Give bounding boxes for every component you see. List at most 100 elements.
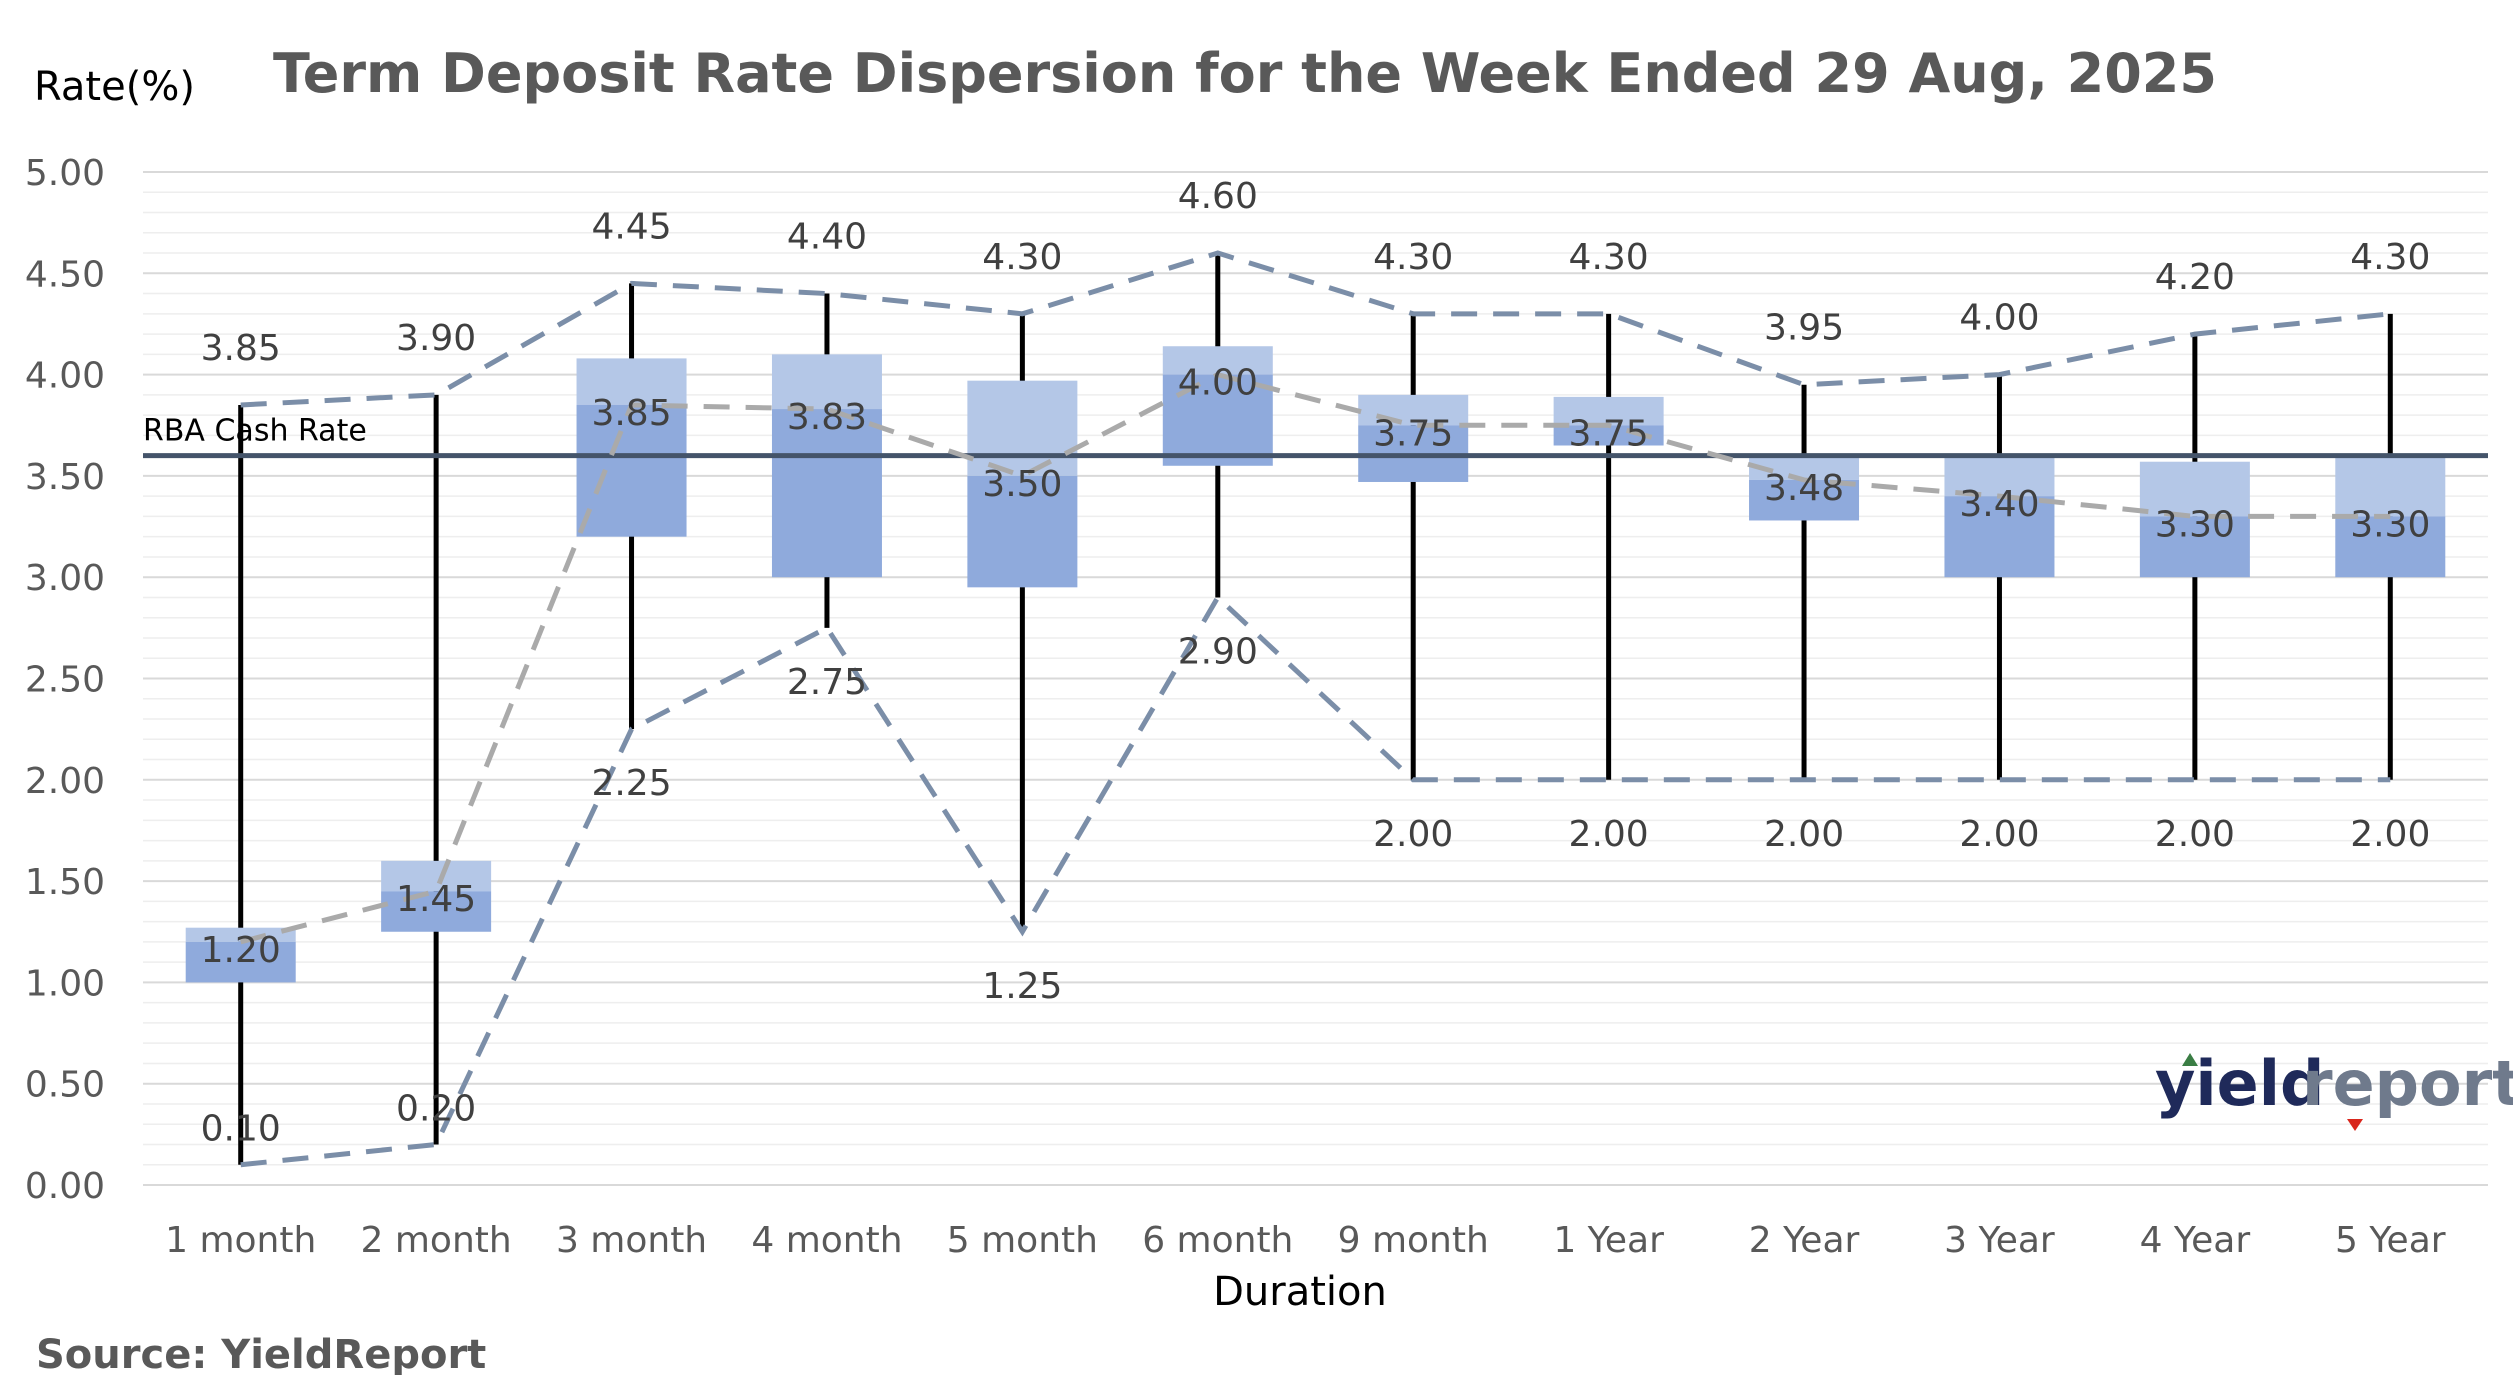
median-label: 3.48 xyxy=(1764,468,1844,509)
min-label: 2.00 xyxy=(2155,814,2235,855)
min-label: 1.25 xyxy=(982,966,1062,1007)
median-label: 4.00 xyxy=(1178,363,1258,404)
x-tick-label: 6 month xyxy=(1142,1220,1293,1261)
box-plots xyxy=(185,253,2446,1165)
y-tick-label: 0.00 xyxy=(25,1166,105,1207)
x-tick-label: 1 Year xyxy=(1553,1220,1664,1261)
median-label: 3.85 xyxy=(591,393,671,434)
median-label: 1.45 xyxy=(396,879,476,920)
max-label: 3.90 xyxy=(396,318,476,359)
max-label: 4.60 xyxy=(1178,176,1258,217)
y-tick-label: 1.00 xyxy=(25,963,105,1004)
trend-dashes xyxy=(240,250,2391,1168)
upper-box xyxy=(1162,346,1273,375)
median-label: 1.20 xyxy=(201,930,281,971)
lower-box xyxy=(771,409,882,578)
grid-lines xyxy=(143,171,2488,1186)
max-dash-line xyxy=(240,250,2391,408)
max-label: 4.30 xyxy=(1373,237,1453,278)
x-tick-label: 2 month xyxy=(361,1220,512,1261)
x-tick-label: 3 Year xyxy=(1944,1220,2055,1261)
lower-box xyxy=(576,404,687,537)
upper-box xyxy=(185,927,296,942)
x-tick-label: 4 Year xyxy=(2140,1220,2251,1261)
lower-box xyxy=(381,891,492,932)
min-label: 2.00 xyxy=(1569,814,1649,855)
x-tick-label: 1 month xyxy=(165,1220,316,1261)
min-label: 0.10 xyxy=(201,1109,281,1150)
data-labels: 3.85 1.20 0.10 3.90 1.45 0.20 4.45 3.85 2.25 4.40… xyxy=(201,176,2431,1150)
y-tick-label: 4.50 xyxy=(25,254,105,295)
lower-box xyxy=(1162,374,1273,466)
y-tick-label: 0.50 xyxy=(25,1065,105,1106)
y-tick-label: 1.50 xyxy=(25,862,105,903)
median-label: 3.30 xyxy=(2350,504,2430,545)
min-label: 2.90 xyxy=(1178,631,1258,672)
median-label: 3.75 xyxy=(1373,413,1453,454)
max-label: 4.00 xyxy=(1959,298,2039,339)
lower-box xyxy=(967,475,1078,588)
lower-box xyxy=(2335,516,2446,578)
max-label: 4.30 xyxy=(982,237,1062,278)
upper-box xyxy=(2139,461,2250,517)
source-text: Source: YieldReport xyxy=(36,1332,486,1375)
upper-box xyxy=(576,358,687,405)
median-label: 3.50 xyxy=(982,464,1062,505)
median-label: 3.75 xyxy=(1569,413,1649,454)
median-dash-line xyxy=(240,371,2391,945)
upper-box xyxy=(2335,455,2446,517)
lower-box xyxy=(1553,425,1664,446)
upper-box xyxy=(967,380,1078,476)
x-tick-label: 9 month xyxy=(1338,1220,1489,1261)
min-label: 2.00 xyxy=(2350,814,2430,855)
min-label: 2.25 xyxy=(591,763,671,804)
median-label: 3.30 xyxy=(2155,504,2235,545)
median-label: 3.40 xyxy=(1959,484,2039,525)
chart-title: Term Deposit Rate Dispersion for the Wee… xyxy=(273,42,2217,105)
median-label: 3.83 xyxy=(787,397,867,438)
min-label: 2.00 xyxy=(1959,814,2039,855)
x-tick-label: 4 month xyxy=(751,1220,902,1261)
max-label: 4.20 xyxy=(2155,257,2235,298)
x-tick-label: 5 Year xyxy=(2335,1220,2446,1261)
upper-box xyxy=(381,860,492,892)
y-tick-label: 3.50 xyxy=(25,457,105,498)
y-tick-label: 4.00 xyxy=(25,356,105,397)
logo-down-arrow-icon xyxy=(2347,1119,2363,1131)
max-label: 4.40 xyxy=(787,217,867,258)
y-tick-label: 2.50 xyxy=(25,660,105,701)
y-tick-labels: 0.00 0.50 1.00 1.50 2.00 2.50 3.00 3.50 4.00 4.50… xyxy=(25,153,105,1207)
max-label: 4.30 xyxy=(2350,237,2430,278)
max-label: 3.85 xyxy=(201,328,281,369)
rba-cash-rate: RBA Cash Rate xyxy=(143,414,2488,459)
yieldreport-logo: yield report xyxy=(2155,1047,2513,1131)
upper-box xyxy=(1944,455,2055,497)
min-label: 2.00 xyxy=(1373,814,1453,855)
x-tick-label: 3 month xyxy=(556,1220,707,1261)
x-tick-label: 5 month xyxy=(947,1220,1098,1261)
lower-box xyxy=(2139,516,2250,578)
upper-box xyxy=(1358,394,1469,426)
upper-box xyxy=(1553,396,1664,426)
min-label: 2.00 xyxy=(1764,814,1844,855)
y-tick-label: 2.00 xyxy=(25,761,105,802)
logo-report-text: report xyxy=(2302,1047,2513,1120)
y-tick-label: 3.00 xyxy=(25,558,105,599)
max-label: 4.45 xyxy=(591,206,671,247)
y-tick-label: 5.00 xyxy=(25,153,105,194)
x-axis-label: Duration xyxy=(1213,1269,1387,1315)
min-label: 2.75 xyxy=(787,662,867,703)
lower-box xyxy=(1749,479,1860,521)
logo-up-arrow-icon xyxy=(2182,1053,2198,1066)
lower-box xyxy=(185,941,296,983)
min-label: 0.20 xyxy=(396,1088,476,1129)
max-label: 3.95 xyxy=(1764,308,1844,349)
max-label: 4.30 xyxy=(1569,237,1649,278)
lower-box xyxy=(1944,496,2055,578)
logo-yield-text: yield xyxy=(2155,1047,2324,1120)
upper-box xyxy=(771,354,882,410)
x-tick-labels: 1 month 2 month 3 month 4 month 5 month 6 mon… xyxy=(165,1220,2446,1261)
y-axis-label: Rate(%) xyxy=(34,64,195,110)
rba-cash-rate-label: RBA Cash Rate xyxy=(143,414,367,449)
